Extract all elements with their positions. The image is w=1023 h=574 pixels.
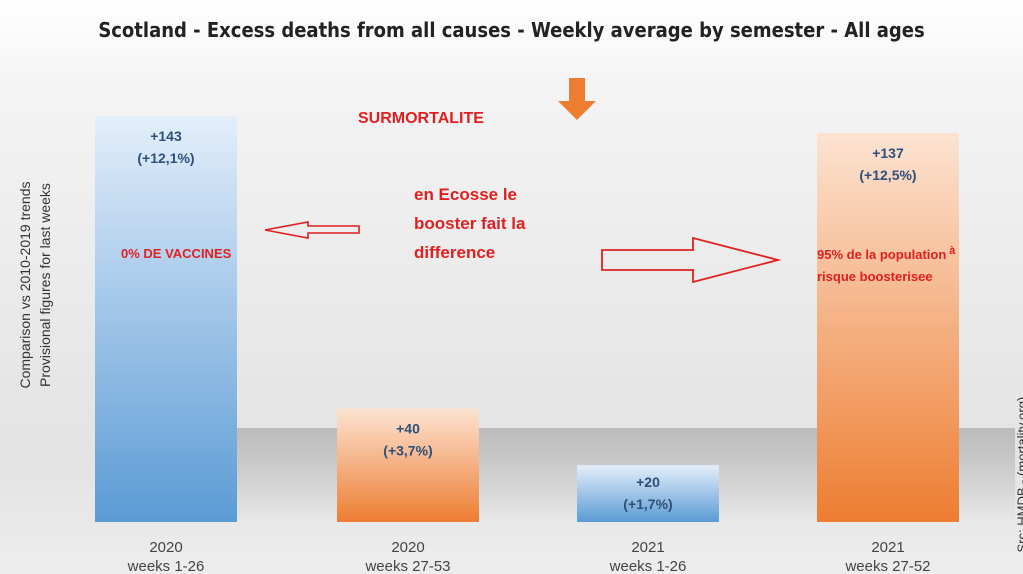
booster-text: en Ecosse le booster fait la difference xyxy=(414,180,525,267)
x-tick-weeks-1: weeks 1-26 xyxy=(127,558,205,574)
down-arrow-icon xyxy=(558,78,596,120)
booster-text-line-3: difference xyxy=(414,243,496,262)
x-tick-weeks-4: weeks 27-52 xyxy=(844,558,930,574)
chart-title: Scotland - Excess deaths from all causes… xyxy=(98,18,925,42)
booster-text-line-1: en Ecosse le xyxy=(414,185,518,204)
bar-percent-label-4: (+12,5%) xyxy=(859,167,916,183)
bar-value-label-3: +20 xyxy=(636,474,660,490)
boosted-population-accent: à xyxy=(949,245,956,257)
right-arrow-icon xyxy=(601,236,782,284)
bar-value-label-1: +143 xyxy=(150,128,182,144)
x-tick-weeks-2: weeks 27-53 xyxy=(364,558,450,574)
bar-value-label-2: +40 xyxy=(396,420,420,436)
boosted-population-line-2: risque boosterisee xyxy=(817,269,933,284)
bar-4 xyxy=(817,133,959,522)
bar-percent-label-2: (+3,7%) xyxy=(383,442,432,458)
booster-text-line-2: booster fait la xyxy=(414,214,526,233)
boosted-population-line-1: 95% de la population xyxy=(817,247,947,262)
x-tick-year-3: 2021 xyxy=(631,539,664,556)
surmortalite-label: SURMORTALITE xyxy=(358,110,484,127)
zero-vaccines-label: 0% DE VACCINES xyxy=(121,246,232,261)
x-tick-year-2: 2020 xyxy=(391,539,424,556)
bar-3 xyxy=(577,465,719,522)
bar-percent-label-1: (+12,1%) xyxy=(137,150,194,166)
left-arrow-icon xyxy=(264,221,360,239)
bar-percent-label-3: (+1,7%) xyxy=(623,496,672,512)
x-tick-weeks-3: weeks 1-26 xyxy=(609,558,687,574)
x-tick-year-4: 2021 xyxy=(871,539,904,556)
bar-1 xyxy=(95,116,237,522)
boosted-population-text: 95% de la population à risque boosterisee xyxy=(817,240,955,288)
bar-2 xyxy=(337,408,479,522)
bar-value-label-4: +137 xyxy=(872,145,904,161)
x-tick-year-1: 2020 xyxy=(149,539,182,556)
